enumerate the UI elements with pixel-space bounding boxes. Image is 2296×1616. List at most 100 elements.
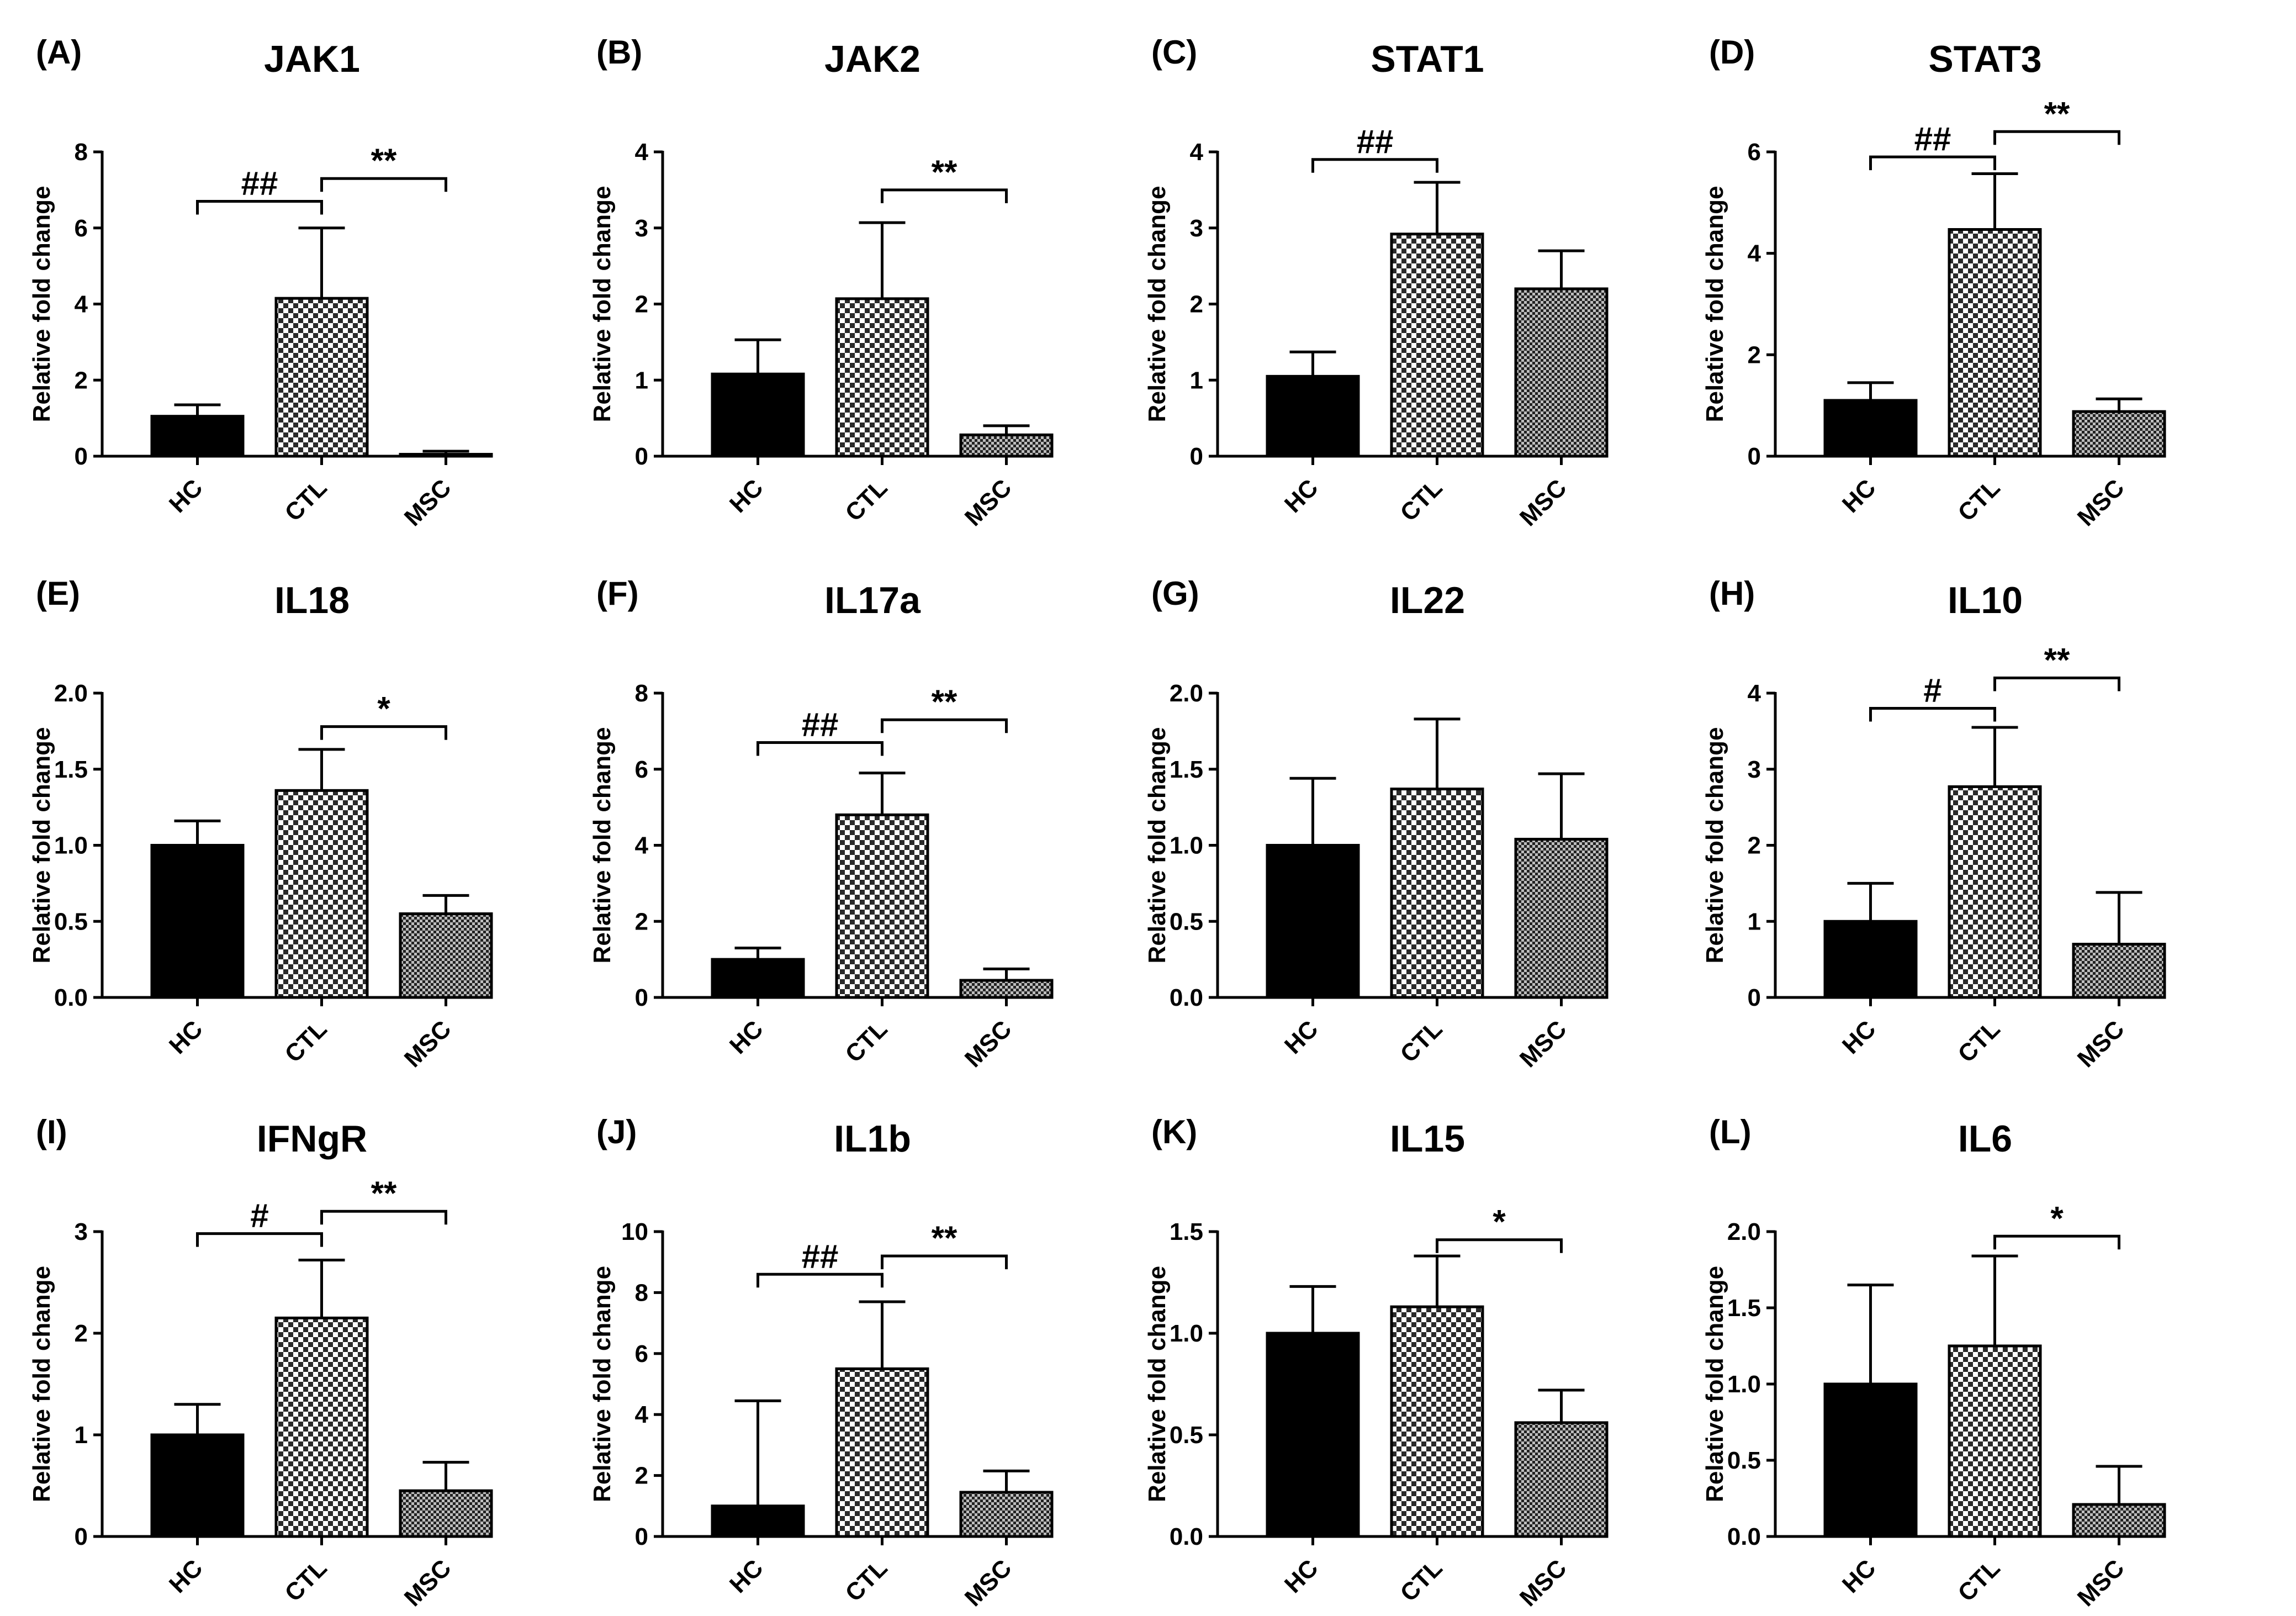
bar-msc bbox=[399, 1489, 493, 1538]
significance-label: ## bbox=[1914, 120, 1951, 157]
x-tick-label: HC bbox=[164, 1015, 208, 1059]
y-tick-label: 2 bbox=[75, 1320, 88, 1347]
y-tick-label: 4 bbox=[1748, 240, 1761, 267]
panel-label: (D) bbox=[1709, 34, 1755, 71]
bar-hc bbox=[1823, 1382, 1918, 1538]
significance-label: ** bbox=[932, 154, 957, 191]
y-tick-label: 0.5 bbox=[1727, 1447, 1761, 1474]
x-tick-label: HC bbox=[164, 474, 208, 518]
bar-ctl bbox=[835, 1367, 929, 1538]
bar-msc bbox=[399, 453, 493, 458]
x-tick-label: MSC bbox=[1515, 1015, 1572, 1073]
y-tick-label: 2 bbox=[635, 908, 648, 935]
y-tick-label: 1 bbox=[1748, 908, 1761, 935]
y-tick-label: 2 bbox=[635, 1462, 648, 1490]
significance-bracket bbox=[1993, 676, 2120, 691]
panel-il1b: (J) IL1b Relative fold change 0 2 4 6 8 10 HC CTL M… bbox=[589, 1113, 1054, 1612]
panel-title: JAK1 bbox=[264, 38, 360, 80]
significance-label: * bbox=[377, 690, 390, 727]
y-axis-label: Relative fold change bbox=[589, 1266, 616, 1502]
y-tick-label: 0 bbox=[75, 1523, 88, 1550]
panel-label: (F) bbox=[596, 575, 639, 612]
bar-ctl bbox=[274, 1316, 369, 1538]
y-axis-label: Relative fold change bbox=[1701, 727, 1728, 964]
bar-ctl bbox=[1948, 785, 2042, 999]
panel-il6: (L) IL6 Relative fold change 0.0 0.5 1.0 1.5 2.… bbox=[1701, 1113, 2166, 1612]
x-tick-label: HC bbox=[1837, 474, 1881, 518]
x-tick-label: MSC bbox=[2072, 474, 2130, 531]
panel-title: IL15 bbox=[1390, 1118, 1465, 1160]
x-tick-label: HC bbox=[724, 474, 769, 518]
y-tick-label: 6 bbox=[635, 1340, 648, 1367]
y-tick-label: 2 bbox=[1190, 291, 1203, 318]
bar-msc bbox=[2072, 943, 2166, 999]
bar-hc bbox=[150, 844, 245, 999]
significance-bracket bbox=[881, 718, 1008, 733]
bar-msc bbox=[1514, 287, 1609, 458]
y-tick-label: 0 bbox=[1748, 984, 1761, 1011]
significance-label: ## bbox=[802, 1238, 839, 1275]
panel-label: (E) bbox=[36, 575, 80, 612]
x-tick-label: CTL bbox=[1953, 1015, 2005, 1068]
panel-label: (C) bbox=[1151, 34, 1197, 71]
y-tick-label: 1.0 bbox=[1727, 1371, 1761, 1398]
panel-title: STAT3 bbox=[1928, 38, 2041, 80]
x-tick-label: CTL bbox=[840, 1015, 892, 1068]
bar-hc bbox=[711, 372, 805, 458]
bar-hc bbox=[1823, 920, 1918, 999]
y-tick-label: 2 bbox=[75, 367, 88, 394]
y-tick-label: 1 bbox=[75, 1422, 88, 1449]
panel-il15: (K) IL15 Relative fold change 0.0 0.5 1.0 1.5 H… bbox=[1144, 1113, 1609, 1612]
y-tick-label: 0.0 bbox=[54, 984, 88, 1011]
panel-title: IL22 bbox=[1390, 579, 1465, 621]
y-tick-label: 0 bbox=[635, 443, 648, 470]
significance-label: ** bbox=[2044, 641, 2070, 678]
significance-bracket bbox=[320, 725, 447, 740]
significance-bracket bbox=[1869, 707, 1996, 722]
y-tick-label: 1.5 bbox=[1727, 1295, 1761, 1322]
y-tick-label: 3 bbox=[1748, 756, 1761, 783]
x-tick-label: CTL bbox=[1395, 1554, 1447, 1607]
x-tick-label: HC bbox=[1279, 1015, 1324, 1059]
y-tick-label: 1.5 bbox=[1170, 1218, 1203, 1245]
x-tick-label: CTL bbox=[1953, 1554, 2005, 1607]
x-tick-label: MSC bbox=[1515, 474, 1572, 531]
x-tick-label: HC bbox=[1837, 1015, 1881, 1059]
significance-bracket bbox=[756, 1272, 884, 1288]
significance-bracket bbox=[1311, 158, 1438, 173]
y-tick-label: 2 bbox=[1748, 832, 1761, 859]
y-axis-label: Relative fold change bbox=[28, 1266, 55, 1502]
panel-il18: (E) IL18 Relative fold change 0.0 0.5 1.0 1.5 2… bbox=[28, 575, 493, 1073]
panel-title: IFNgR bbox=[257, 1118, 367, 1160]
panel-label: (B) bbox=[596, 34, 642, 71]
x-tick-label: HC bbox=[1837, 1554, 1881, 1598]
x-tick-label: HC bbox=[1279, 1554, 1324, 1598]
significance-label: * bbox=[1493, 1203, 1506, 1240]
panel-label: (I) bbox=[36, 1113, 67, 1150]
y-tick-label: 3 bbox=[1190, 215, 1203, 242]
bar-hc bbox=[711, 1504, 805, 1538]
x-tick-label: HC bbox=[724, 1554, 769, 1598]
y-tick-label: 2.0 bbox=[54, 680, 88, 707]
significance-bracket bbox=[1869, 155, 1996, 171]
panel-ifngr: (I) IFNgR Relative fold change 0 1 2 3 HC CTL MSC… bbox=[28, 1113, 493, 1612]
x-tick-label: MSC bbox=[399, 1554, 457, 1612]
significance-bracket bbox=[881, 188, 1008, 203]
bar-ctl bbox=[1390, 233, 1484, 458]
bar-msc bbox=[1514, 837, 1609, 999]
y-tick-label: 1.0 bbox=[1170, 1320, 1203, 1347]
panel-jak2: (B) JAK2 Relative fold change 0 1 2 3 4 HC CTL MSC… bbox=[589, 34, 1054, 531]
x-tick-label: MSC bbox=[2072, 1015, 2130, 1073]
panel-il10: (H) IL10 Relative fold change 0 1 2 3 4 HC CTL MSC… bbox=[1701, 575, 2166, 1073]
x-tick-label: CTL bbox=[279, 474, 332, 526]
y-axis-label: Relative fold change bbox=[589, 186, 616, 423]
panel-title: JAK2 bbox=[824, 38, 920, 80]
bar-ctl bbox=[1948, 1344, 2042, 1538]
y-axis-label: Relative fold change bbox=[28, 727, 55, 964]
bar-hc bbox=[711, 958, 805, 999]
bar-hc bbox=[1823, 399, 1918, 458]
y-axis-label: Relative fold change bbox=[1144, 1266, 1171, 1502]
y-tick-label: 6 bbox=[75, 215, 88, 242]
x-tick-label: MSC bbox=[1515, 1554, 1572, 1612]
significance-bracket bbox=[320, 177, 447, 192]
